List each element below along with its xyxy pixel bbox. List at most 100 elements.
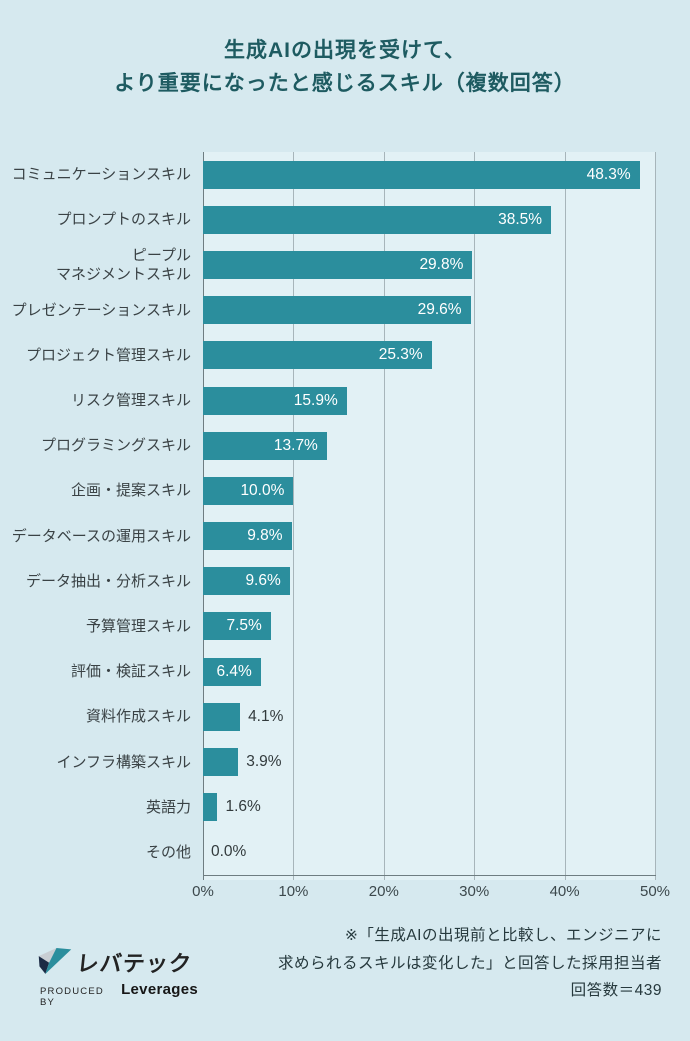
bar-track: 48.3% [203, 152, 655, 197]
chart-row: プロンプトのスキル 38.5% [0, 197, 690, 242]
chart-row: 英語力 1.6% [0, 785, 690, 830]
x-axis-line [203, 875, 656, 876]
chart-row: 資料作成スキル 4.1% [0, 694, 690, 739]
bar-track: 25.3% [203, 333, 655, 378]
gridline [474, 152, 476, 880]
bar: 9.6% [203, 567, 290, 596]
bar: 48.3% [203, 160, 640, 189]
value-label: 1.6% [225, 798, 261, 816]
bar: 38.5% [203, 205, 552, 234]
bar-track: 10.0% [203, 468, 655, 513]
gridline [383, 152, 385, 880]
category-label: プロンプトのスキル [56, 211, 191, 229]
chart-row: プレゼンテーションスキル 29.6% [0, 288, 690, 333]
category-label: 評価・検証スキル [70, 663, 191, 681]
bar: 29.8% [203, 250, 473, 279]
bar-track: 4.1% [203, 694, 655, 739]
value-label: 10.0% [240, 481, 285, 499]
value-label: 48.3% [586, 165, 631, 183]
chart-row: データ抽出・分析スキル 9.6% [0, 559, 690, 604]
bar-track: 13.7% [203, 423, 655, 468]
bar: 13.7% [203, 431, 327, 460]
category-label: データ抽出・分析スキル [25, 572, 191, 590]
value-label: 9.6% [245, 572, 281, 590]
bar: 29.6% [203, 296, 471, 325]
value-label: 7.5% [226, 617, 262, 635]
chart-row: 企画・提案スキル 10.0% [0, 468, 690, 513]
x-tick-label: 10% [278, 883, 309, 900]
x-tick-label: 50% [639, 883, 671, 900]
x-tick-label: 30% [459, 883, 490, 900]
levtech-logo: レバテック PRODUCED BY Leverages [38, 946, 198, 1008]
category-label: 資料作成スキル [85, 708, 191, 726]
chart-row: リスク管理スキル 15.9% [0, 378, 690, 423]
chart-row: データベースの運用スキル 9.8% [0, 514, 690, 559]
category-label: 英語力 [145, 798, 191, 816]
chart-row: コミュニケーションスキル 48.3% [0, 152, 690, 197]
bar: 4.1% [203, 702, 283, 731]
bar: 10.0% [203, 476, 294, 505]
value-label: 15.9% [293, 391, 338, 409]
bar-track: 15.9% [203, 378, 655, 423]
category-label: リスク管理スキル [70, 392, 191, 410]
category-label: 予算管理スキル [85, 617, 191, 635]
x-tick-label: 20% [368, 883, 399, 900]
x-axis-ticks: 0% 10% 20% 30% 40% 50% [192, 883, 670, 905]
bar-chart: コミュニケーションスキル 48.3% プロンプトのスキル 38.5% ピープル マネジメ… [0, 152, 690, 900]
chart-row: プログラミングスキル 13.7% [0, 423, 690, 468]
chart-title: 生成AIの出現を受けて、 より重要になったと感じるスキル（複数回答） [114, 39, 576, 95]
chart-row: その他 0.0% [0, 830, 690, 875]
category-label: プレゼンテーションスキル [11, 301, 191, 319]
chart-row: インフラ構築スキル 3.9% [0, 739, 690, 784]
category-label: その他 [145, 843, 191, 861]
bar-track: 3.9% [203, 739, 655, 784]
category-label: インフラ構築スキル [56, 753, 191, 771]
produced-by-label: PRODUCED BY [40, 986, 104, 1008]
bar: 3.9% [203, 748, 282, 777]
bar-track: 0.0% [203, 830, 655, 875]
chart-rows: コミュニケーションスキル 48.3% プロンプトのスキル 38.5% ピープル マネジメ… [0, 152, 690, 880]
levtech-logo-text: レバテック [75, 951, 194, 976]
gridline [655, 152, 656, 880]
footnote: ※「生成AIの出現前と比較し、エンジニアに 求められるスキルは変化した」と回答し… [277, 927, 662, 999]
bar: 25.3% [203, 341, 432, 370]
bar: 15.9% [203, 386, 347, 415]
category-label: プロジェクト管理スキル [25, 346, 191, 364]
bar-track: 9.6% [203, 559, 655, 604]
bar-track: 7.5% [203, 604, 655, 649]
value-label: 9.8% [247, 527, 283, 545]
bar: 7.5% [203, 612, 271, 641]
bar: 1.6% [203, 793, 261, 822]
value-label: 6.4% [216, 662, 252, 680]
category-label: データベースの運用スキル [11, 527, 191, 545]
bar-track: 1.6% [203, 785, 655, 830]
bar-track: 6.4% [203, 649, 655, 694]
chart-row: 予算管理スキル 7.5% [0, 604, 690, 649]
chart-row: ピープル マネジメントスキル 29.8% [0, 242, 690, 287]
bar-track: 29.8% [203, 242, 655, 287]
levtech-checkmark-icon [38, 947, 72, 974]
x-tick-label: 40% [549, 883, 580, 900]
bar-track: 29.6% [203, 288, 655, 333]
category-label: プログラミングスキル [40, 437, 191, 455]
category-label: コミュニケーションスキル [11, 166, 191, 184]
gridline [293, 152, 295, 880]
category-label: ピープル マネジメントスキル [55, 246, 191, 283]
leverages-label: Leverages [121, 981, 198, 998]
value-label: 13.7% [273, 436, 318, 454]
category-label: 企画・提案スキル [70, 482, 191, 500]
bar-track: 38.5% [203, 197, 655, 242]
chart-row: 評価・検証スキル 6.4% [0, 649, 690, 694]
bar: 6.4% [203, 657, 261, 686]
bar: 9.8% [203, 522, 292, 551]
chart-row: プロジェクト管理スキル 25.3% [0, 333, 690, 378]
value-label: 3.9% [246, 753, 282, 771]
value-label: 25.3% [378, 346, 423, 364]
value-label: 38.5% [498, 210, 543, 228]
value-label: 4.1% [248, 707, 284, 725]
x-tick-label: 0% [192, 883, 214, 900]
value-label: 29.8% [419, 255, 464, 273]
bar-track: 9.8% [203, 514, 655, 559]
gridline [564, 152, 566, 880]
value-label: 0.0% [211, 843, 247, 861]
